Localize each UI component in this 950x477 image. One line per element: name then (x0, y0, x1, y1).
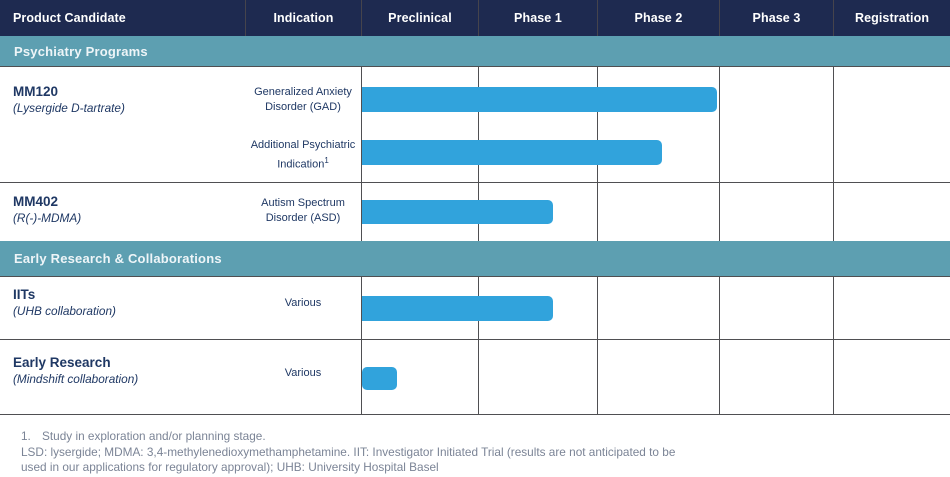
gridline-preclinical-lower (361, 277, 362, 414)
product-mm120: MM120 (Lysergide D-tartrate) (13, 84, 125, 115)
progress-bar-gad (362, 87, 717, 112)
footnote-ref-1: 1 (324, 156, 329, 165)
divider-below-early-header (0, 276, 950, 277)
footnote-1-text: Study in exploration and/or planning sta… (42, 429, 266, 443)
product-mm120-name: MM120 (13, 84, 59, 99)
section-header-early-research: Early Research & Collaborations (0, 241, 950, 276)
footnote-1: 1. Study in exploration and/or planning … (21, 429, 781, 445)
indication-gad-line1: Generalized Anxiety (254, 86, 352, 98)
footnote-abbreviations-line2: used in our applications for regulatory … (21, 460, 439, 474)
product-early-research-name: Early Research (13, 355, 111, 370)
footnote-1-number: 1. (21, 429, 31, 443)
product-iits: IITs (UHB collaboration) (13, 287, 116, 318)
divider-mm120-mm402 (0, 182, 950, 183)
indication-iits-various: Various (284, 297, 322, 309)
indication-asd: Autism Spectrum Disorder (ASD) (245, 196, 361, 226)
gridline-phase3-lower (719, 277, 720, 414)
gridline-preclinical-upper (361, 67, 362, 241)
indication-additional-line1: Additional Psychiatric (250, 139, 356, 151)
column-header-product-candidate: Product Candidate (13, 11, 126, 25)
gridline-phase3-upper (719, 67, 720, 241)
indication-gad: Generalized Anxiety Disorder (GAD) (245, 85, 361, 115)
product-early-research-subtitle: (Mindshift collaboration) (13, 372, 139, 386)
divider-below-psychiatry-header (0, 66, 950, 67)
gridline-registration-upper (833, 67, 834, 241)
gridline-phase1-lower (478, 277, 479, 414)
product-mm120-subtitle: (Lysergide D-tartrate) (13, 101, 125, 115)
indication-additional-psychiatric: Additional Psychiatric Indication1 (245, 138, 361, 173)
indication-additional-line2: Indication (277, 158, 325, 171)
divider-iits-early-research (0, 339, 950, 340)
indication-gad-line2: Disorder (GAD) (265, 101, 341, 113)
gridline-phase2-lower (597, 277, 598, 414)
indication-asd-line2: Disorder (ASD) (265, 212, 341, 224)
product-mm402-name: MM402 (13, 194, 59, 209)
progress-bar-asd (362, 200, 553, 224)
gridline-registration-lower (833, 277, 834, 414)
column-header-registration: Registration (833, 0, 950, 36)
column-header-preclinical: Preclinical (361, 0, 478, 36)
product-early-research: Early Research (Mindshift collaboration) (13, 355, 138, 386)
column-header-row: Product Candidate Indication Preclinical… (0, 0, 950, 36)
footnotes: 1. Study in exploration and/or planning … (21, 429, 781, 476)
product-iits-name: IITs (13, 287, 36, 302)
progress-bar-additional-psychiatric (362, 140, 662, 165)
section-header-psychiatry: Psychiatry Programs (0, 36, 950, 66)
footnote-abbreviations-line1: LSD: lysergide; MDMA: 3,4-methylenedioxy… (21, 444, 676, 459)
column-header-phase2: Phase 2 (597, 0, 719, 36)
progress-bar-early-research (362, 367, 398, 390)
progress-bar-iits (362, 296, 553, 321)
column-header-indication: Indication (245, 0, 361, 36)
indication-asd-line1: Autism Spectrum (261, 197, 345, 209)
product-iits-subtitle: (UHB collaboration) (13, 304, 116, 318)
column-header-phase3: Phase 3 (719, 0, 833, 36)
product-mm402: MM402 (R(-)-MDMA) (13, 194, 81, 225)
column-header-phase1: Phase 1 (478, 0, 597, 36)
product-mm402-subtitle: (R(-)-MDMA) (13, 211, 82, 225)
table-bottom-border (0, 414, 950, 415)
indication-early-research-various: Various (284, 367, 322, 379)
